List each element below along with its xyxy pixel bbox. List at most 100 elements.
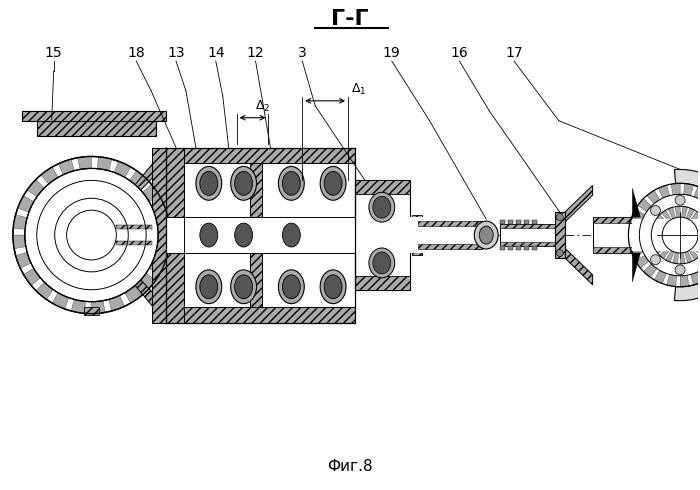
- Wedge shape: [25, 218, 38, 230]
- Circle shape: [41, 243, 57, 259]
- Bar: [166, 217, 475, 253]
- Polygon shape: [111, 147, 166, 221]
- Ellipse shape: [231, 270, 256, 304]
- Wedge shape: [659, 248, 670, 259]
- Wedge shape: [680, 253, 685, 264]
- Ellipse shape: [373, 252, 391, 274]
- Wedge shape: [97, 157, 112, 171]
- Polygon shape: [111, 249, 166, 322]
- Wedge shape: [629, 221, 640, 231]
- Wedge shape: [653, 220, 664, 229]
- Circle shape: [650, 255, 661, 265]
- Bar: [629, 217, 632, 253]
- Wedge shape: [673, 252, 678, 264]
- Text: 13: 13: [167, 46, 185, 60]
- Wedge shape: [27, 249, 42, 263]
- Bar: [355, 180, 409, 195]
- Wedge shape: [78, 156, 92, 170]
- Wedge shape: [55, 235, 67, 242]
- Bar: [152, 147, 166, 322]
- Wedge shape: [668, 207, 676, 219]
- Circle shape: [92, 182, 107, 198]
- Circle shape: [662, 217, 698, 253]
- Bar: [555, 212, 565, 258]
- Wedge shape: [139, 254, 154, 269]
- Circle shape: [61, 188, 76, 203]
- Wedge shape: [152, 202, 167, 218]
- Wedge shape: [55, 225, 67, 233]
- Wedge shape: [143, 185, 160, 202]
- Wedge shape: [631, 209, 645, 221]
- Wedge shape: [685, 251, 692, 263]
- Wedge shape: [636, 255, 649, 269]
- Wedge shape: [689, 249, 699, 260]
- Wedge shape: [98, 258, 107, 270]
- Wedge shape: [44, 274, 60, 290]
- Wedge shape: [690, 212, 700, 222]
- Circle shape: [25, 169, 158, 302]
- Wedge shape: [92, 289, 103, 302]
- Bar: [524, 220, 529, 224]
- Wedge shape: [658, 185, 670, 198]
- Wedge shape: [119, 277, 134, 293]
- Bar: [83, 307, 99, 315]
- Ellipse shape: [234, 275, 253, 299]
- Circle shape: [13, 156, 170, 314]
- Circle shape: [650, 205, 661, 216]
- Bar: [250, 164, 262, 307]
- Polygon shape: [565, 248, 593, 285]
- Bar: [116, 225, 152, 245]
- Ellipse shape: [324, 172, 342, 196]
- Wedge shape: [680, 275, 689, 287]
- Circle shape: [664, 219, 696, 251]
- Wedge shape: [694, 187, 700, 200]
- Bar: [166, 147, 184, 322]
- Bar: [593, 247, 632, 253]
- Wedge shape: [655, 244, 666, 254]
- Wedge shape: [94, 198, 101, 211]
- Wedge shape: [15, 252, 31, 268]
- Wedge shape: [74, 288, 87, 301]
- Wedge shape: [68, 203, 79, 216]
- Text: 14: 14: [207, 46, 225, 60]
- Circle shape: [130, 227, 145, 243]
- Ellipse shape: [231, 167, 256, 200]
- Text: $\Delta_1$: $\Delta_1$: [351, 82, 366, 97]
- Polygon shape: [565, 185, 593, 222]
- Wedge shape: [13, 215, 27, 229]
- Wedge shape: [27, 179, 44, 197]
- Wedge shape: [156, 241, 169, 255]
- Wedge shape: [80, 169, 92, 181]
- Wedge shape: [694, 217, 700, 226]
- Ellipse shape: [369, 248, 395, 278]
- Circle shape: [118, 197, 134, 214]
- Wedge shape: [57, 217, 70, 226]
- Text: 18: 18: [127, 46, 145, 60]
- Bar: [500, 246, 505, 250]
- Bar: [593, 217, 632, 223]
- Circle shape: [66, 210, 116, 260]
- Wedge shape: [654, 270, 666, 284]
- Bar: [632, 219, 698, 251]
- Wedge shape: [18, 196, 34, 212]
- Ellipse shape: [369, 192, 395, 222]
- Bar: [166, 147, 355, 164]
- Bar: [532, 220, 537, 224]
- Text: Г-Г: Г-Г: [331, 9, 369, 29]
- Wedge shape: [662, 210, 671, 221]
- Bar: [524, 246, 529, 250]
- Wedge shape: [144, 240, 158, 252]
- Wedge shape: [125, 286, 142, 303]
- Wedge shape: [34, 263, 50, 278]
- Wedge shape: [41, 167, 58, 184]
- Circle shape: [68, 211, 116, 259]
- Bar: [116, 241, 152, 245]
- Wedge shape: [691, 272, 700, 285]
- Wedge shape: [76, 199, 85, 213]
- Wedge shape: [25, 235, 38, 246]
- Circle shape: [675, 265, 685, 275]
- Wedge shape: [146, 223, 158, 235]
- Bar: [508, 220, 513, 224]
- Wedge shape: [114, 220, 127, 229]
- Ellipse shape: [234, 223, 253, 247]
